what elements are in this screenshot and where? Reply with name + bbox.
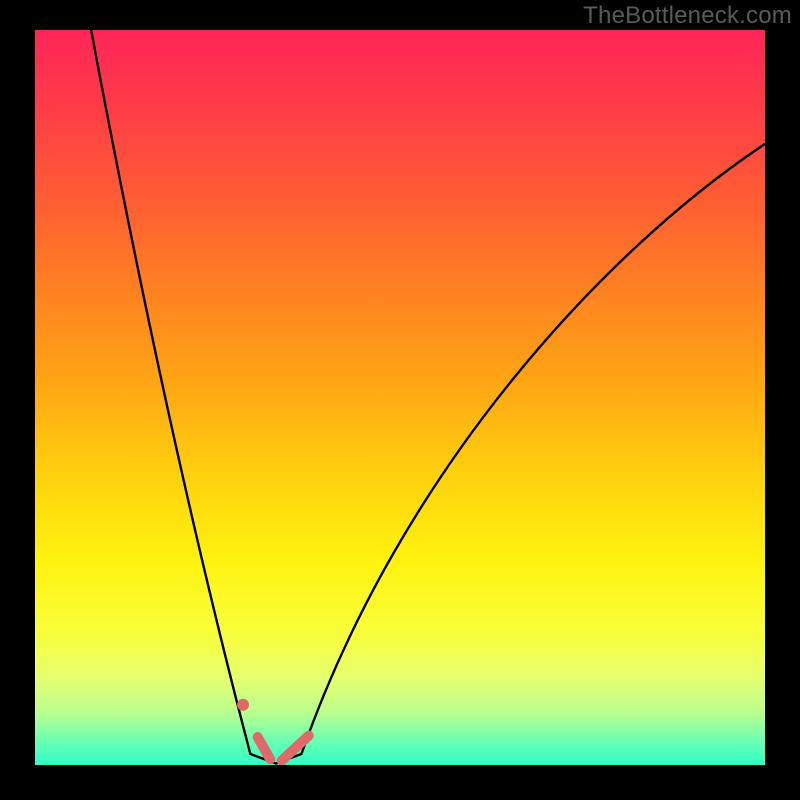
plot-area <box>35 30 765 765</box>
chart-svg <box>35 30 765 765</box>
watermark-text: TheBottleneck.com <box>583 2 792 30</box>
overlay-dot-0 <box>237 699 249 711</box>
canvas-root: TheBottleneck.com <box>0 0 800 800</box>
gradient-background <box>35 30 765 765</box>
